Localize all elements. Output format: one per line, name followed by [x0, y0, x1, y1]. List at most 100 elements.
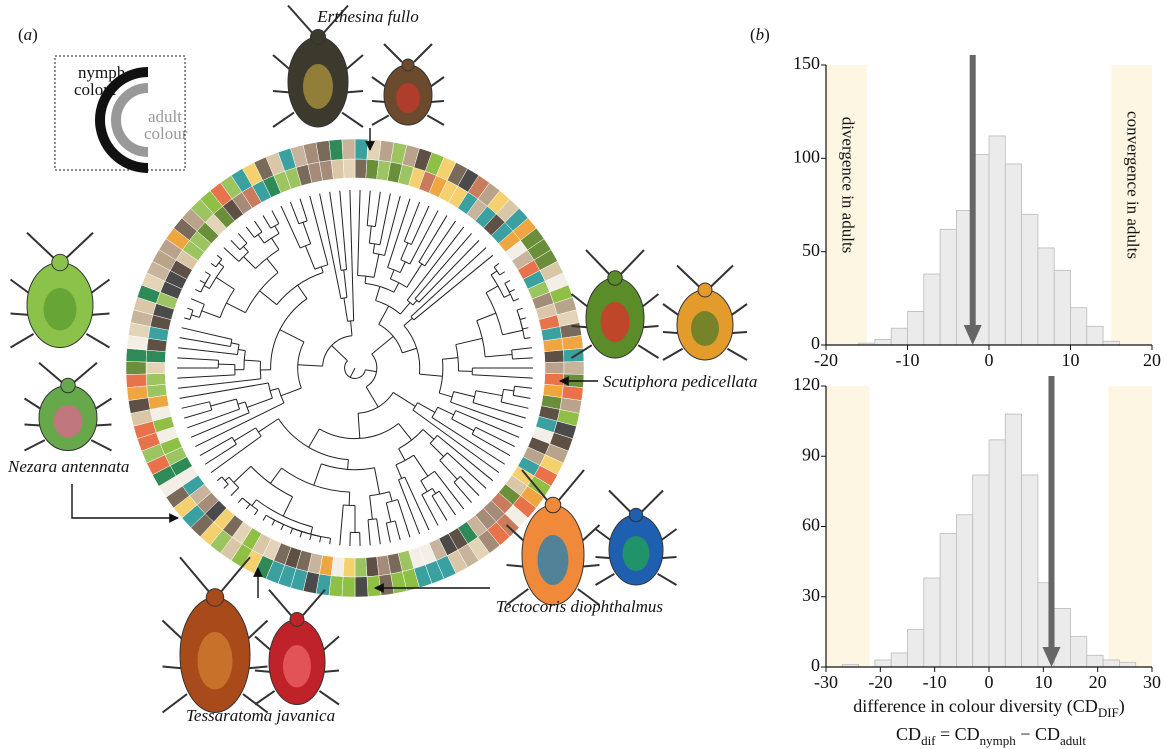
branch-arc [358, 392, 394, 414]
branch-arc [343, 504, 356, 506]
branch [187, 408, 240, 429]
branch [412, 300, 418, 306]
shaded-region [826, 65, 867, 345]
branch [406, 226, 465, 301]
branch [266, 258, 279, 273]
insect-mark [691, 311, 719, 346]
x-tick-label: 10 [1034, 672, 1052, 692]
branch-arc [281, 467, 350, 493]
colour-cell [145, 361, 166, 375]
branch [297, 364, 323, 367]
branch [226, 302, 246, 314]
colour-cell [328, 139, 344, 161]
branch [371, 335, 394, 355]
panel-label-part: a [24, 25, 33, 44]
branch-arc [471, 427, 477, 435]
branch [178, 347, 238, 356]
branch [431, 488, 437, 494]
colour-cell [365, 556, 380, 577]
bar [939, 533, 957, 668]
x-tick-label: -20 [868, 672, 892, 692]
y-tick-label: 120 [793, 374, 820, 394]
branch [243, 246, 249, 253]
insect-mark [43, 288, 77, 331]
branch [245, 503, 251, 510]
insect-antenna [641, 489, 664, 513]
insect-mark [283, 645, 311, 688]
branch-arc [421, 488, 433, 496]
branch [308, 428, 320, 448]
branch [347, 459, 349, 470]
subscript: nymph [980, 733, 1017, 748]
branch [319, 193, 342, 299]
x-tick-label: -20 [814, 350, 838, 370]
branch [184, 409, 212, 419]
insect-antenna [383, 43, 403, 63]
colour-cell [544, 361, 565, 375]
branch-arc [386, 520, 396, 524]
branch [299, 531, 303, 538]
insect-mark [53, 405, 83, 438]
insect-head [205, 588, 225, 607]
branch [490, 270, 498, 276]
branch [472, 374, 533, 379]
x-tick-label: 20 [1089, 672, 1107, 692]
insect-leg [371, 114, 390, 126]
branch [349, 190, 355, 321]
insect-head [60, 377, 76, 394]
branch-arc [365, 353, 378, 388]
bar [1053, 608, 1071, 668]
branch [179, 382, 269, 399]
branch [178, 378, 261, 389]
y-tick-label: 0 [811, 333, 820, 353]
subscript: adult [1060, 733, 1086, 748]
y-tick-label: 50 [802, 240, 820, 260]
branch [258, 418, 279, 433]
colour-cell [342, 557, 356, 578]
insect [594, 489, 678, 586]
insect-head [289, 612, 305, 627]
bar [1102, 659, 1120, 668]
insect-antenna [676, 264, 700, 288]
branch-arc [245, 272, 279, 313]
branch [429, 442, 444, 457]
branch [372, 243, 376, 254]
branch [204, 443, 237, 465]
bar [890, 652, 908, 668]
branch [393, 282, 400, 293]
branch [271, 237, 280, 250]
branch [271, 519, 276, 526]
branch [503, 388, 514, 392]
branch [368, 225, 372, 244]
branch [398, 423, 413, 441]
branch [289, 201, 300, 224]
branch-arc [340, 269, 347, 271]
legend-adult-text: adult [148, 107, 182, 126]
branch-arc [256, 499, 313, 528]
insect-leg [90, 439, 112, 452]
bar [972, 474, 990, 668]
insect [23, 361, 113, 452]
insect [662, 264, 748, 361]
branch [502, 329, 523, 336]
branch [475, 390, 503, 397]
branch [379, 193, 391, 245]
x-axis-label: difference in colour diversity (CDDIF) [853, 696, 1125, 720]
branch [453, 481, 472, 503]
branch [398, 448, 406, 461]
insect-antenna [710, 264, 734, 288]
insect-head [697, 282, 713, 298]
insect-antenna [608, 489, 631, 513]
insect [254, 589, 340, 706]
panel-label-part: ( [750, 25, 756, 44]
region-label: divergence in adults [838, 117, 857, 254]
insect-leg [577, 588, 601, 606]
branch [412, 409, 500, 474]
branch [437, 406, 454, 416]
insect-antenna [26, 232, 55, 259]
y-tick-label: 0 [811, 655, 820, 675]
branch [418, 240, 480, 303]
branch [177, 357, 219, 361]
branch [513, 394, 531, 399]
